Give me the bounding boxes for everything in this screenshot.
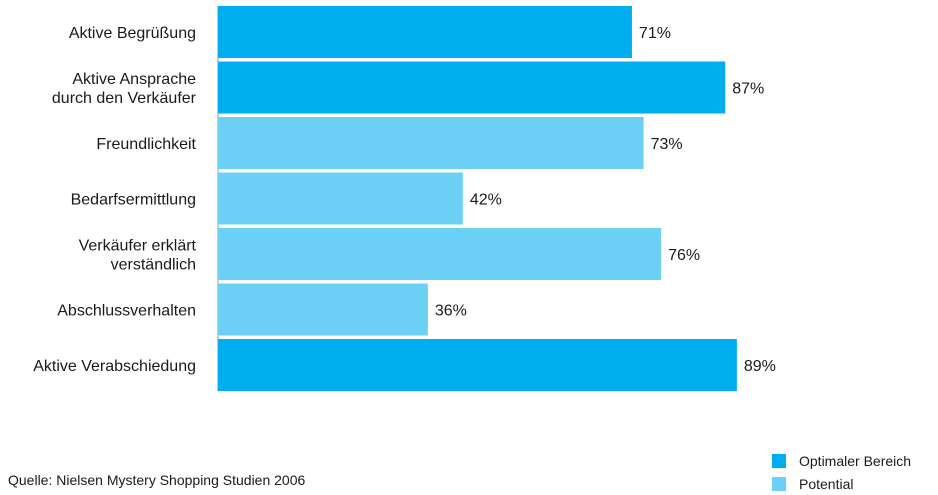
legend-swatch-optimal <box>772 453 786 468</box>
bar-3 <box>218 117 644 169</box>
legend-item-potential: Potential <box>772 472 911 495</box>
bar-1 <box>218 6 632 58</box>
category-label-line: Abschlussverhalten <box>57 303 196 320</box>
bar-4 <box>218 172 463 225</box>
category-label-4: Bedarfsermittlung <box>71 192 196 209</box>
category-label-7: Aktive Verabschiedung <box>33 358 196 375</box>
value-label-5: 76% <box>668 247 700 264</box>
category-label-line: durch den Verkäufer <box>52 90 197 107</box>
legend-label-optimal: Optimaler Bereich <box>799 452 912 469</box>
legend-label-potential: Potential <box>799 475 854 492</box>
value-label-6: 36% <box>435 303 467 320</box>
category-label-6: Abschlussverhalten <box>57 303 196 320</box>
value-label-1: 71% <box>639 25 671 42</box>
category-label-line: Bedarfsermittlung <box>71 192 196 209</box>
bar-2 <box>218 61 726 114</box>
legend-item-optimal: Optimaler Bereich <box>772 449 911 472</box>
value-label-2: 87% <box>732 81 764 98</box>
category-label-line: Aktive Verabschiedung <box>33 358 196 375</box>
category-label-line: Aktive Ansprache <box>72 71 196 88</box>
bar-5 <box>218 228 662 280</box>
category-label-line: Aktive Begrüßung <box>69 25 196 42</box>
legend-swatch-potential <box>772 476 786 491</box>
category-label-1: Aktive Begrüßung <box>69 25 196 42</box>
legend: Optimaler Bereich Potential <box>772 449 911 495</box>
value-label-3: 73% <box>651 136 683 153</box>
value-label-4: 42% <box>470 192 502 209</box>
bar-7 <box>218 339 737 391</box>
category-label-line: verständlich <box>111 257 196 274</box>
category-label-3: Freundlichkeit <box>96 136 196 153</box>
bar-6 <box>218 283 428 336</box>
value-label-7: 89% <box>744 358 776 375</box>
category-label-line: Verkäufer erklärt <box>79 238 197 255</box>
source-note: Quelle: Nielsen Mystery Shopping Studien… <box>8 472 306 488</box>
category-label-line: Freundlichkeit <box>96 136 196 153</box>
category-label-5: Verkäufer erklärt verständlich <box>79 238 197 274</box>
category-label-2: Aktive Ansprache durch den Verkäufer <box>52 71 197 107</box>
bar-chart: 71% Aktive Begrüßung 87% Aktive Ansprache du… <box>33 6 776 392</box>
